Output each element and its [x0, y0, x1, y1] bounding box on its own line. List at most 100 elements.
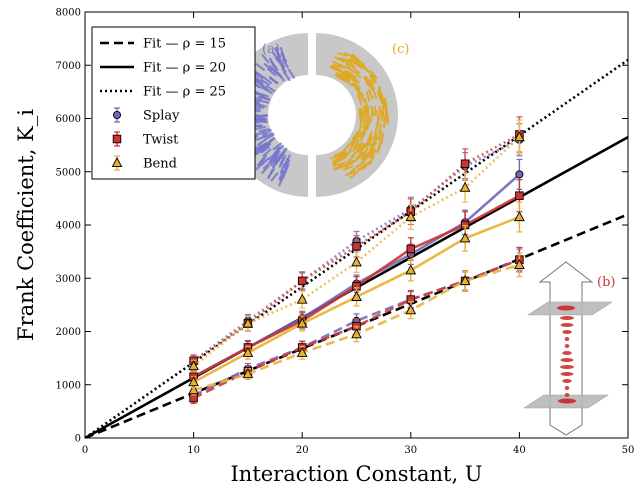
- legend-marker: [112, 110, 122, 120]
- legend-label: Bend: [143, 157, 177, 172]
- data-point: [242, 368, 254, 379]
- bend-molecule: [367, 89, 375, 100]
- x-tick-label: 30: [404, 445, 417, 456]
- data-point: [514, 131, 525, 142]
- twist-molecule: [562, 379, 572, 383]
- series-bend-rho-15: [188, 252, 525, 396]
- data-point: [352, 242, 361, 251]
- bend-molecule: [368, 155, 375, 166]
- series-twist-rho-20: [189, 179, 524, 384]
- data-point: [351, 290, 362, 301]
- legend: Fit — ρ = 15 Fit — ρ = 20 Fit — ρ = 25 Spla…: [91, 26, 256, 180]
- bend-molecule: [378, 105, 382, 117]
- bend-molecule: [333, 150, 345, 157]
- bend-molecule: [358, 107, 363, 119]
- bend-molecule: [353, 61, 364, 70]
- splay-molecule: [256, 138, 267, 147]
- bend-molecule: [362, 147, 369, 158]
- legend-label: Fit — ρ = 15: [143, 37, 226, 52]
- x-tick-label: 0: [82, 445, 88, 456]
- data-point: [515, 191, 524, 200]
- splay-molecule: [279, 162, 286, 174]
- bend-molecule: [364, 75, 374, 85]
- bend-molecule: [366, 131, 373, 143]
- legend-marker: [112, 134, 122, 144]
- bend-molecule: [377, 129, 383, 141]
- data-point: [351, 256, 362, 267]
- bend-molecule: [373, 133, 378, 145]
- legend-label: Twist: [143, 133, 179, 148]
- splay-molecule: [255, 161, 265, 170]
- splay-molecule: [261, 165, 270, 174]
- bend-molecule: [365, 90, 371, 102]
- splay-molecule: [254, 75, 264, 85]
- data-point: [514, 211, 525, 222]
- legend-label: Splay: [143, 109, 180, 124]
- bend-molecule: [358, 144, 366, 154]
- splay-molecule: [254, 79, 264, 87]
- bend-molecule: [353, 139, 361, 149]
- series-bend: [188, 119, 525, 396]
- splay-molecule: [269, 57, 276, 68]
- inset-layer: (a) (c) (b): [226, 33, 615, 436]
- legend-entry: Fit — ρ = 20: [100, 61, 226, 76]
- bend-molecule: [363, 75, 370, 87]
- bend-molecule: [344, 72, 354, 81]
- twist-molecule: [560, 358, 574, 362]
- data-point: [405, 264, 417, 275]
- bend-molecule: [336, 156, 347, 162]
- twist-molecule: [564, 386, 570, 390]
- data-point: [188, 384, 199, 395]
- bend-molecule: [384, 104, 389, 116]
- bend-molecule: [363, 111, 368, 123]
- bend-molecule: [350, 75, 360, 84]
- bend-molecule: [359, 107, 364, 119]
- twist-molecule: [560, 372, 574, 376]
- splay-molecule: [282, 166, 288, 178]
- bend-molecule: [350, 136, 358, 147]
- bend-molecule: [382, 117, 387, 129]
- legend-marker: [111, 157, 123, 168]
- y-tick-label: 7000: [56, 61, 81, 72]
- splay-molecule: [278, 175, 285, 187]
- bend-molecule: [356, 160, 367, 168]
- series-bend-rho-25: [188, 119, 525, 373]
- bend-molecule: [335, 72, 347, 79]
- twist-molecule: [564, 344, 570, 348]
- splay-molecule: [260, 78, 271, 86]
- splay-molecule: [270, 172, 279, 182]
- legend-entry: Bend: [111, 155, 177, 172]
- bend-molecule: [337, 52, 349, 57]
- bend-molecule: [380, 133, 385, 145]
- bend-molecule: [332, 60, 343, 67]
- bend-molecule: [341, 70, 350, 80]
- x-tick-label: 50: [622, 445, 635, 456]
- y-tick-label: 1000: [56, 380, 81, 391]
- y-tick-label: 2000: [56, 327, 81, 338]
- data-point: [188, 376, 199, 387]
- data-point: [405, 211, 417, 222]
- splay-molecule: [268, 76, 278, 85]
- data-point: [459, 181, 471, 192]
- splay-molecule: [259, 154, 268, 164]
- bend-molecule: [347, 71, 357, 79]
- bend-molecule: [356, 141, 363, 152]
- splay-molecule: [278, 170, 285, 181]
- bend-molecule: [376, 115, 381, 128]
- legend-label: Fit — ρ = 25: [143, 85, 226, 100]
- data-point: [459, 274, 471, 285]
- splay-molecule: [257, 134, 268, 141]
- data-point: [460, 159, 470, 169]
- splay-molecule: [253, 90, 264, 97]
- bend-molecule: [377, 123, 383, 135]
- bend-molecule: [372, 88, 378, 100]
- bend-molecule: [355, 58, 366, 66]
- splay-molecule: [257, 85, 268, 91]
- bend-molecule: [336, 151, 347, 158]
- x-axis-title: Interaction Constant, U: [231, 462, 483, 486]
- splay-molecule: [267, 168, 274, 180]
- splay-molecule: [287, 68, 296, 79]
- legend-entry: Splay: [112, 107, 180, 124]
- bend-molecule: [362, 160, 371, 170]
- bend-molecule: [345, 64, 355, 73]
